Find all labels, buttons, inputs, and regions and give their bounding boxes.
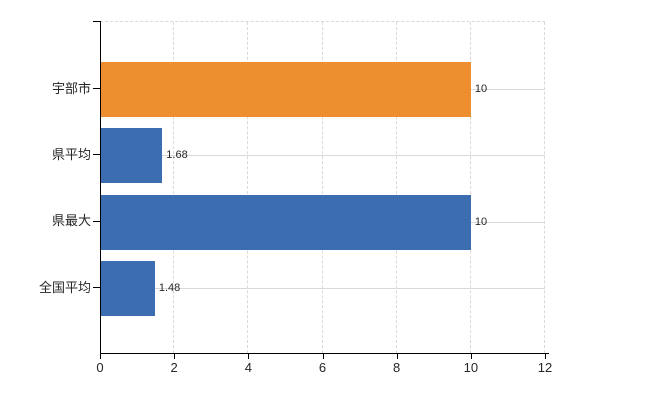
x-axis-line	[100, 353, 549, 354]
category-tick	[93, 220, 100, 222]
category-label: 全国平均	[38, 279, 91, 295]
category-tick	[93, 154, 100, 156]
x-tick-label: 10	[463, 360, 479, 375]
gridline-vertical	[321, 22, 323, 353]
x-tick-label: 6	[318, 360, 327, 375]
gridline-horizontal	[100, 155, 545, 157]
x-tick-label: 2	[170, 360, 178, 375]
gridline-vertical	[469, 22, 471, 353]
gridline-vertical	[173, 22, 175, 353]
x-tick	[545, 354, 546, 359]
category-label: 県平均	[51, 146, 91, 162]
x-tick	[248, 354, 250, 359]
gridline-vertical	[544, 22, 545, 353]
bar	[100, 194, 471, 250]
bar-value-label: 1.48	[158, 282, 181, 295]
gridline-vertical	[247, 22, 249, 353]
y-axis-line	[100, 21, 101, 353]
plot-area: 10 1.68 10 1.48	[100, 21, 545, 353]
x-tick-label: 0	[96, 360, 104, 375]
category-label: 宇部市	[51, 80, 91, 96]
category-tick	[93, 287, 100, 289]
x-tick-label: 12	[537, 360, 553, 375]
bar	[100, 261, 155, 317]
x-tick-label: 8	[393, 360, 401, 375]
bar	[100, 128, 163, 184]
gridline-horizontal	[100, 288, 545, 290]
bar-value-label: 10	[474, 83, 488, 95]
category-label: 県最大	[51, 213, 91, 229]
y-axis-top-tick	[93, 21, 100, 22]
gridline-vertical	[395, 22, 397, 353]
x-tick	[322, 354, 324, 359]
x-tick	[396, 354, 398, 359]
x-tick	[100, 354, 101, 359]
bar-value-label: 1.68	[166, 149, 188, 162]
x-tick	[470, 354, 472, 359]
x-tick-label: 4	[244, 360, 252, 375]
x-tick	[174, 354, 176, 359]
category-tick	[93, 88, 100, 89]
bar-value-label: 10	[474, 215, 488, 228]
bar	[100, 62, 471, 117]
